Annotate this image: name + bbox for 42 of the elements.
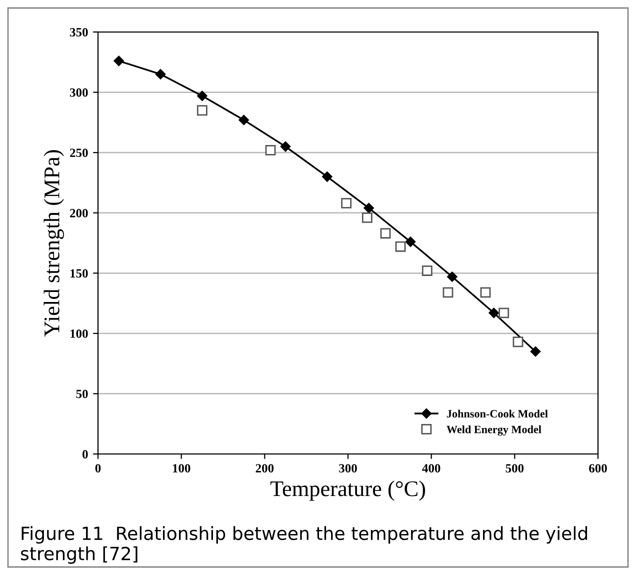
point <box>422 266 432 276</box>
x-tick-label: 600 <box>589 464 607 473</box>
y-tick-label: 100 <box>70 329 88 338</box>
point <box>196 105 208 116</box>
point <box>197 90 208 102</box>
caption: Figure 11 Relationship between the temperature and the yield strength [72] <box>20 526 588 564</box>
x-tick-label: 400 <box>422 464 440 473</box>
point <box>380 228 391 239</box>
point <box>341 198 352 208</box>
x-tick-label: 200 <box>256 464 274 473</box>
y-tick-label: 50 <box>76 390 88 398</box>
point <box>488 308 499 318</box>
x-tick-label: 100 <box>172 464 190 473</box>
point <box>395 241 406 252</box>
point <box>512 336 524 348</box>
point <box>322 172 332 182</box>
point <box>114 56 124 66</box>
x-tick-label: 300 <box>339 464 357 473</box>
point <box>265 144 276 156</box>
point <box>405 236 416 247</box>
point <box>238 114 249 126</box>
x-tick-label: 0 <box>95 464 101 473</box>
x-axis-title: Temperature (°C) <box>270 480 426 501</box>
point <box>362 212 372 223</box>
y-tick-label: 250 <box>70 148 88 158</box>
y-tick-label: 350 <box>70 28 88 36</box>
point <box>480 287 491 298</box>
y-tick-label: 150 <box>70 269 88 278</box>
x-tick-label: 500 <box>506 464 524 473</box>
point <box>498 308 510 318</box>
y-tick-label: 300 <box>70 88 88 97</box>
y-axis-title: Yield strength (MPa) <box>44 150 64 337</box>
point <box>442 287 454 298</box>
legend-label: Weld Energy Model <box>446 425 542 436</box>
point <box>447 272 458 282</box>
point <box>155 69 166 80</box>
point <box>280 141 291 152</box>
legend-label: Johnson-Cook Model <box>446 410 548 418</box>
point <box>530 346 541 357</box>
y-tick-label: 0 <box>82 450 88 458</box>
point <box>364 202 374 214</box>
y-tick-label: 200 <box>70 208 88 218</box>
